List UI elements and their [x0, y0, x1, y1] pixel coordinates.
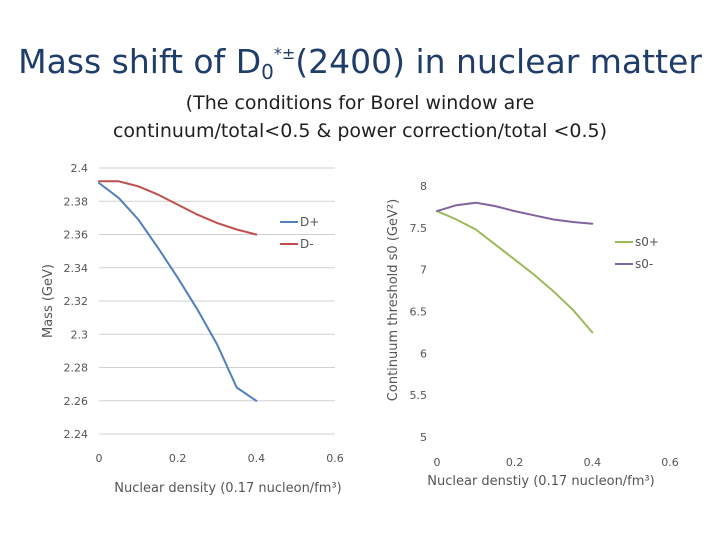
thr-x-tick-label: 0.6 [661, 456, 679, 469]
mass-x-tick-label: 0.2 [169, 452, 187, 465]
mass-legend-label-1: D- [300, 237, 314, 251]
slide-title: Mass shift of D0*±(2400) in nuclear matt… [18, 42, 702, 84]
thr-x-axis-label: Nuclear denstiy (0.17 nucleon/fm³) [427, 474, 654, 489]
thr-y-tick-label: 5 [420, 431, 427, 444]
mass-legend-label-0: D+ [300, 215, 319, 229]
mass-y-tick-label: 2.3 [71, 328, 89, 341]
mass-y-tick-label: 2.24 [64, 428, 89, 441]
mass-series-line-1 [98, 180, 258, 236]
mass-y-tick-label: 2.26 [64, 395, 89, 408]
subtitle-line-2: continuum/total<0.5 & power correction/t… [112, 120, 608, 142]
thr-y-tick-label: 7.5 [410, 222, 428, 235]
thr-y-axis-label: Continuum threshold s0 (GeV²) [386, 199, 401, 401]
subtitle-line-1: (The conditions for Borel window are [185, 92, 535, 114]
mass-x-tick-label: 0.4 [248, 452, 266, 465]
thr-y-tick-label: 8 [420, 180, 427, 193]
mass-x-tick-label: 0 [96, 452, 103, 465]
mass-series-line-0 [98, 182, 258, 402]
thr-series-line-0 [436, 210, 594, 334]
thr-series-line-1 [436, 201, 594, 225]
mass-y-tick-label: 2.4 [71, 162, 89, 175]
thr-x-tick-label: 0 [434, 456, 441, 469]
thr-legend-label-0: s0+ [635, 235, 659, 249]
thr-y-tick-label: 6 [420, 347, 427, 360]
mass-x-axis-label: Nuclear density (0.17 nucleon/fm³) [114, 481, 341, 496]
thr-y-tick-label: 7 [420, 264, 427, 277]
thr-y-tick-label: 6.5 [410, 306, 428, 319]
mass-y-tick-label: 2.36 [64, 229, 89, 242]
mass-y-tick-label: 2.34 [64, 262, 89, 275]
thr-x-tick-label: 0.4 [584, 456, 602, 469]
mass-y-axis-label: Mass (GeV) [41, 264, 56, 338]
mass-y-tick-label: 2.38 [64, 195, 89, 208]
mass-y-tick-label: 2.28 [64, 362, 89, 375]
thr-y-tick-label: 5.5 [410, 389, 428, 402]
thr-legend-label-1: s0- [635, 257, 653, 271]
mass-x-tick-label: 0.6 [326, 452, 344, 465]
mass-y-tick-label: 2.32 [64, 295, 89, 308]
thr-x-tick-label: 0.2 [506, 456, 524, 469]
